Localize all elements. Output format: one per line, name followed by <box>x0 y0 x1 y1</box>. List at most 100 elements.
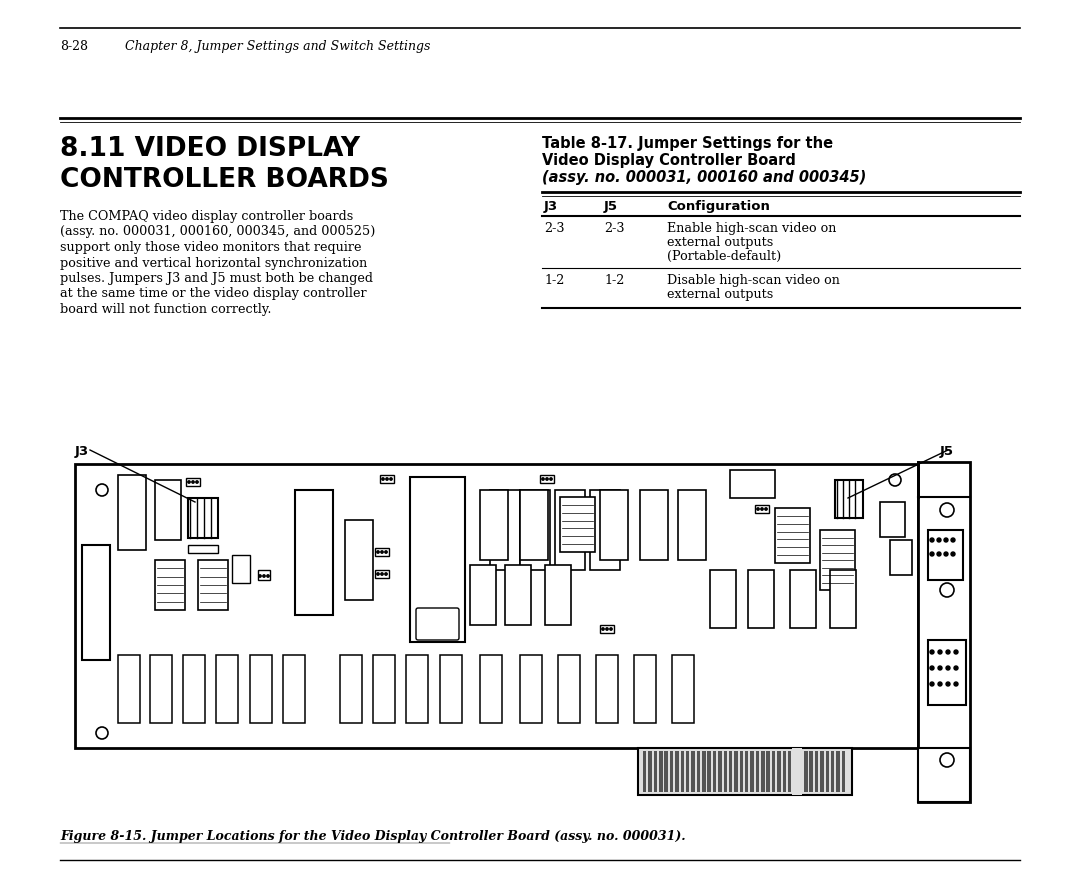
Bar <box>835 480 863 518</box>
Bar <box>680 751 684 792</box>
Circle shape <box>381 551 383 553</box>
Bar <box>702 751 705 792</box>
Text: J3: J3 <box>75 445 90 458</box>
Bar <box>373 655 395 723</box>
Bar <box>804 751 808 792</box>
Text: 1-2: 1-2 <box>604 274 624 287</box>
Text: J5: J5 <box>940 445 954 458</box>
Bar <box>295 490 333 615</box>
Bar <box>375 548 389 556</box>
Circle shape <box>381 573 383 575</box>
Text: 8.11 VIDEO DISPLAY: 8.11 VIDEO DISPLAY <box>60 136 360 162</box>
Circle shape <box>610 628 612 630</box>
Text: 1-2: 1-2 <box>544 274 565 287</box>
Bar <box>890 540 912 575</box>
Bar <box>751 751 754 792</box>
Bar <box>675 751 678 792</box>
Bar <box>555 490 585 570</box>
Circle shape <box>267 575 269 578</box>
Bar <box>82 545 110 660</box>
Text: board will not function correctly.: board will not function correctly. <box>60 303 271 316</box>
Circle shape <box>937 538 941 542</box>
Bar <box>188 545 218 553</box>
Bar <box>480 490 508 560</box>
Bar <box>686 751 689 792</box>
Text: external outputs: external outputs <box>667 236 773 249</box>
Text: 2-3: 2-3 <box>544 222 565 235</box>
Circle shape <box>951 552 955 556</box>
Bar <box>775 508 810 563</box>
Bar <box>375 570 389 578</box>
Circle shape <box>940 753 954 767</box>
Bar <box>643 751 647 792</box>
Bar <box>558 655 580 723</box>
Bar <box>755 505 769 513</box>
Bar <box>718 751 721 792</box>
Bar <box>730 470 775 498</box>
Text: CONTROLLER BOARDS: CONTROLLER BOARDS <box>60 167 389 193</box>
Bar <box>670 751 673 792</box>
Bar <box>118 655 140 723</box>
Bar <box>188 498 218 538</box>
Bar <box>150 655 172 723</box>
Bar <box>799 751 802 792</box>
Bar <box>232 555 249 583</box>
Circle shape <box>760 508 764 510</box>
Circle shape <box>259 575 261 578</box>
Bar <box>648 751 652 792</box>
Bar <box>540 475 554 483</box>
Circle shape <box>384 573 388 575</box>
Text: (assy. no. 000031, 000160, 000345, and 000525): (assy. no. 000031, 000160, 000345, and 0… <box>60 225 376 239</box>
Circle shape <box>930 552 934 556</box>
Bar <box>545 565 571 625</box>
Text: Table 8-17. Jumper Settings for the: Table 8-17. Jumper Settings for the <box>542 136 833 151</box>
Circle shape <box>939 682 942 686</box>
Bar <box>792 748 802 795</box>
Bar <box>880 502 905 537</box>
Circle shape <box>384 551 388 553</box>
Bar <box>672 655 694 723</box>
Text: positive and vertical horizontal synchronization: positive and vertical horizontal synchro… <box>60 257 367 269</box>
Bar <box>490 490 519 570</box>
Text: Video Display Controller Board: Video Display Controller Board <box>542 153 796 168</box>
Bar <box>380 475 394 483</box>
Text: J5: J5 <box>604 200 618 213</box>
Bar <box>918 748 970 802</box>
Bar <box>678 490 706 560</box>
Circle shape <box>930 650 934 654</box>
Bar <box>729 751 732 792</box>
Bar <box>659 751 663 792</box>
Bar <box>713 751 716 792</box>
Bar <box>783 751 786 792</box>
Bar <box>756 751 759 792</box>
Circle shape <box>937 552 941 556</box>
Bar <box>183 655 205 723</box>
Circle shape <box>939 650 942 654</box>
Circle shape <box>377 573 379 575</box>
Circle shape <box>382 477 384 480</box>
Circle shape <box>377 551 379 553</box>
Bar <box>186 478 200 486</box>
Bar <box>761 751 765 792</box>
Text: J3: J3 <box>544 200 558 213</box>
Text: Chapter 8, Jumper Settings and Switch Settings: Chapter 8, Jumper Settings and Switch Se… <box>125 40 430 53</box>
Bar <box>691 751 694 792</box>
Circle shape <box>602 628 604 630</box>
Bar <box>75 464 918 748</box>
Text: support only those video monitors that require: support only those video monitors that r… <box>60 241 362 254</box>
Bar <box>825 751 829 792</box>
Bar <box>820 751 824 792</box>
Bar <box>283 655 305 723</box>
Text: (Portable-default): (Portable-default) <box>667 250 781 263</box>
Bar <box>638 748 852 795</box>
Bar <box>406 655 428 723</box>
Circle shape <box>765 508 767 510</box>
Bar <box>836 751 840 792</box>
Circle shape <box>390 477 392 480</box>
Circle shape <box>954 682 958 686</box>
Bar <box>258 570 270 580</box>
Text: external outputs: external outputs <box>667 288 773 301</box>
Bar <box>740 751 743 792</box>
Circle shape <box>930 538 934 542</box>
Circle shape <box>940 503 954 517</box>
